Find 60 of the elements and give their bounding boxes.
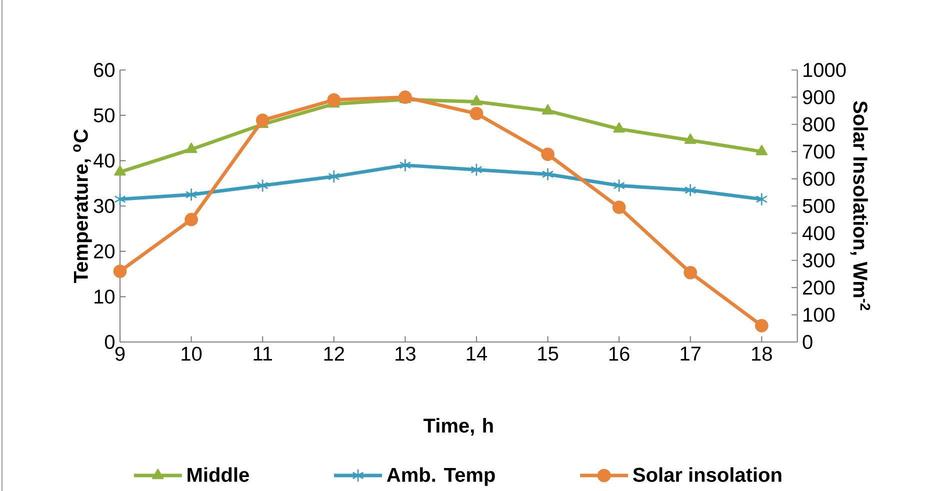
x-tick-label: 18 [752,346,772,361]
point [542,168,554,181]
x-tick-label: 16 [609,346,630,361]
y2-tick-label: 300 [802,253,835,268]
point [184,212,198,226]
point [185,188,198,202]
y-tick-label: 50 [94,108,114,122]
y2-tick-label: 600 [803,172,835,186]
x-tick-label: 12 [324,346,344,361]
x-tick-label: 14 [466,346,488,360]
y2-tick-label: 500 [802,198,835,214]
point [542,104,554,114]
point [756,192,768,206]
point [114,192,126,206]
x-tick-label: 17 [680,346,700,360]
point [755,318,768,332]
y2-tick-label: 0 [802,334,812,350]
point [613,178,625,192]
x-tick-label: 11 [254,346,272,360]
legend-label: Amb. Temp [386,467,495,486]
y2-tick-label: 100 [804,308,835,322]
point [684,134,696,144]
x-tick-label: 13 [396,346,416,361]
y2-tick-label: 700 [803,144,835,159]
point [684,266,698,280]
point [470,163,482,176]
point [328,170,340,184]
legend-label: Solar insolation [633,467,782,482]
point [541,148,554,161]
point [470,106,484,120]
x-tick-label: 10 [182,346,202,361]
point [256,178,268,192]
y-tick-label: 60 [94,62,114,78]
y2-tick-label: 200 [803,280,835,295]
point [185,142,198,153]
point [113,264,127,278]
y-tick-label: 0 [104,334,115,350]
y2-axis-title: Solar Insolation, Wm$^{-2}$ [850,101,870,310]
y2-tick-label: 1000 [804,62,846,78]
x-axis-title: Time, h [424,418,493,436]
y-tick-label: 40 [94,154,114,168]
y2-tick-label: 900 [802,90,835,104]
x-tick-label: 9 [115,346,125,361]
point [612,200,626,214]
y2-tick-label: 800 [802,117,835,132]
x-tick-label: 15 [538,346,558,361]
point [684,183,696,197]
legend-label: Middle [188,467,249,482]
point [399,158,412,172]
y-tick-label: 10 [94,290,114,304]
y-tick-label: 20 [94,244,114,258]
point [256,114,270,127]
y-tick-label: 30 [94,198,114,214]
point [613,122,625,133]
point [114,165,126,176]
point [470,95,482,106]
point [756,144,768,156]
point [327,93,341,107]
y-axis-title: Temperature, $^{o}$C [73,129,92,283]
y2-tick-label: 400 [802,226,835,240]
